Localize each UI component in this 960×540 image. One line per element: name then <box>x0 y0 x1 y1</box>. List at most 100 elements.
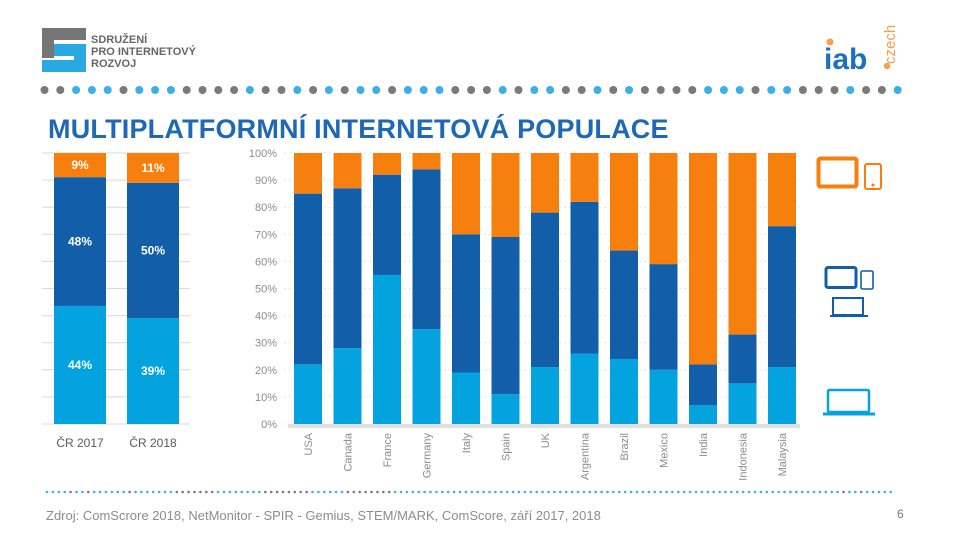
footer-dot <box>104 490 108 494</box>
footer-dot <box>317 490 320 494</box>
footer-dot <box>376 490 379 494</box>
footer-dot <box>352 490 356 494</box>
divider-dot <box>151 86 160 94</box>
divider-dot <box>798 86 807 94</box>
footer-dot <box>205 490 208 494</box>
footer-dot <box>694 490 698 494</box>
footer-dot <box>517 490 521 494</box>
iab-logo-suffix: czech <box>882 25 899 64</box>
footer-dot <box>800 490 804 494</box>
divider-dot <box>230 86 239 94</box>
footer-dot <box>405 490 409 494</box>
footer-dot <box>470 490 474 494</box>
footer-dot <box>234 490 238 494</box>
footer-dot <box>293 490 297 494</box>
footer-dot <box>222 490 226 494</box>
footer-dot <box>635 490 639 494</box>
footer-dot <box>647 490 651 494</box>
divider-dot <box>87 86 96 94</box>
footer-dot <box>228 490 232 494</box>
divider-dot <box>767 86 776 94</box>
footer-dot <box>753 490 757 494</box>
footer-dot <box>511 490 515 494</box>
footer-dot <box>488 490 491 494</box>
footer-dot <box>199 490 202 494</box>
divider-dot <box>119 86 128 94</box>
footer-dot <box>700 490 704 494</box>
divider-dot <box>324 86 333 94</box>
footer-dot <box>323 490 326 494</box>
divider-dot <box>735 86 744 94</box>
footer-dot <box>382 490 385 494</box>
footer-dot <box>818 490 822 494</box>
footer-dot <box>57 490 61 494</box>
footer-dot <box>175 490 179 494</box>
divider-dot <box>40 86 49 94</box>
footer-dot <box>529 490 533 494</box>
footer-dot <box>252 490 255 494</box>
source-note: Zdroj: ComScrore 2018, NetMonitor - SPIR… <box>46 508 601 523</box>
footer-dot <box>859 490 863 494</box>
divider-dot <box>419 86 428 94</box>
footer-dot <box>836 490 839 494</box>
footer-dot <box>305 490 308 494</box>
divider-dot <box>609 86 618 94</box>
footer-dot <box>311 490 314 494</box>
footer-dot <box>169 490 173 494</box>
footer-dot <box>370 490 373 494</box>
footer-dot <box>151 490 155 494</box>
footer-dot <box>765 490 769 494</box>
footer-dot <box>287 490 291 494</box>
divider-dot <box>403 86 412 94</box>
org-name-line: SDRUŽENÍ <box>91 34 148 46</box>
footer-dot <box>358 490 362 494</box>
footer-dot <box>842 490 845 494</box>
footer-dot <box>81 490 84 494</box>
footer-dot <box>777 490 780 494</box>
footer-dot <box>140 490 143 494</box>
footer-dot <box>441 490 444 494</box>
footer-dot <box>146 490 149 494</box>
footer-dot <box>629 490 633 494</box>
divider-dot <box>277 86 286 94</box>
divider-dot <box>640 86 649 94</box>
divider-dot <box>719 86 728 94</box>
footer-dot <box>458 490 462 494</box>
footer-dot <box>435 490 438 494</box>
divider-dot <box>704 86 713 94</box>
footer-dot <box>812 490 816 494</box>
footer-dot <box>393 490 397 494</box>
footer-dot <box>423 490 426 494</box>
footer-dot <box>677 490 680 494</box>
divider-dot <box>435 86 444 94</box>
footer-dot <box>87 490 90 494</box>
footer-dot <box>364 490 367 494</box>
footer-dot <box>281 490 285 494</box>
footer-dot <box>92 490 96 494</box>
divider-dot <box>372 86 381 94</box>
footer-dot <box>193 490 196 494</box>
footer-dot <box>671 490 674 494</box>
footer-dot <box>871 490 875 494</box>
footer-dot <box>299 490 303 494</box>
footer-dot <box>340 490 344 494</box>
footer-dot <box>889 490 892 494</box>
footer-dot <box>264 490 267 494</box>
footer-dot <box>718 490 721 494</box>
footer-dot <box>429 490 432 494</box>
divider-dot <box>214 86 223 94</box>
footer-dot <box>865 490 869 494</box>
footer-dot <box>712 490 715 494</box>
footer-dot <box>464 490 468 494</box>
footer-dot <box>806 490 810 494</box>
divider-dot <box>451 86 460 94</box>
footer-dot <box>600 490 603 494</box>
footer-dot <box>134 490 137 494</box>
footer-dot <box>216 490 220 494</box>
divider-dot <box>245 86 254 94</box>
footer-dot <box>741 490 745 494</box>
divider-dot <box>56 86 65 94</box>
footer-dot <box>771 490 774 494</box>
divider-dot <box>593 86 602 94</box>
